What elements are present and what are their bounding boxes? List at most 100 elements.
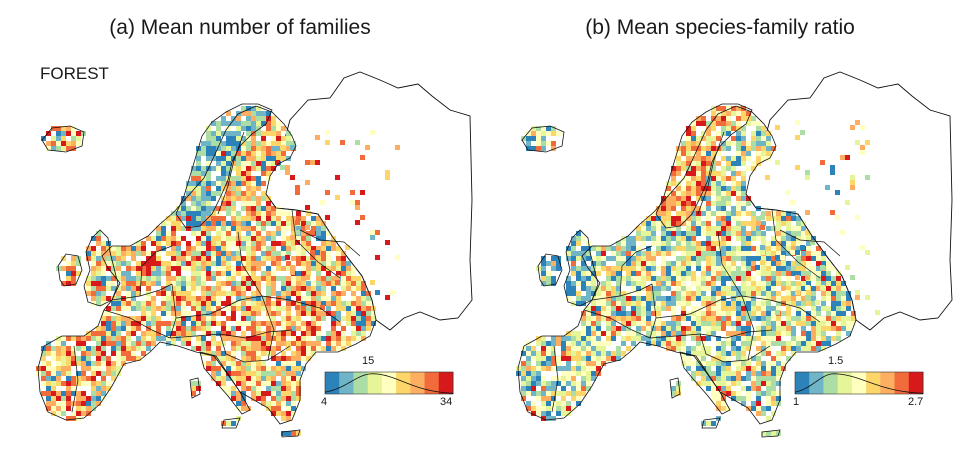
grid-cell [656,221,661,226]
grid-cell [341,251,346,256]
grid-cell [146,256,151,261]
grid-cell [741,156,746,161]
grid-cell [226,336,231,341]
grid-cell [546,406,551,411]
grid-cell [226,386,231,391]
grid-cell [316,306,321,311]
grid-cell [121,261,126,266]
grid-cell [266,331,271,336]
grid-cell [616,281,621,286]
grid-cell [151,316,156,321]
grid-cell [820,160,825,165]
grid-cell [766,361,771,366]
grid-cell [806,246,811,251]
grid-cell [721,356,726,361]
grid-cell [146,306,151,311]
grid-cell [246,321,251,326]
grid-cell [841,291,846,296]
grid-cell [671,276,676,281]
grid-cell [256,161,261,166]
grid-cell [181,211,186,216]
grid-cell [311,281,316,286]
grid-cell [96,401,101,406]
grid-cell [601,351,606,356]
grid-cell [791,216,796,221]
grid-cell [191,166,196,171]
grid-cell [306,341,311,346]
grid-cell [221,116,226,121]
grid-cell [301,306,306,311]
grid-cell [756,246,761,251]
grid-cell [61,336,66,341]
grid-cell [746,261,751,266]
grid-cell [716,121,721,126]
grid-cell [315,135,320,140]
grid-cell [771,381,776,386]
grid-cell [356,326,361,331]
grid-cell [116,296,121,301]
grid-cell [696,311,701,316]
grid-cell [146,316,151,321]
grid-cell [526,131,531,136]
grid-cell [281,331,286,336]
grid-cell [101,361,106,366]
grid-cell [751,146,756,151]
grid-cell [231,366,236,371]
grid-cell [786,216,791,221]
grid-cell [711,251,716,256]
grid-cell [661,251,666,256]
grid-cell [576,366,581,371]
grid-cell [191,211,196,216]
grid-cell [656,226,661,231]
grid-cell [761,276,766,281]
grid-cell [276,306,281,311]
grid-cell [646,251,651,256]
grid-cell [221,156,226,161]
grid-cell [781,266,786,271]
grid-cell [641,311,646,316]
grid-cell [571,256,576,261]
grid-cell [186,311,191,316]
grid-cell [226,236,231,241]
grid-cell [351,316,356,321]
grid-cell [741,326,746,331]
legend-min-b: 1 [793,396,800,408]
grid-cell [801,306,806,311]
grid-cell [266,176,271,181]
grid-cell [661,201,666,206]
grid-cell [771,286,776,291]
grid-cell [726,266,731,271]
grid-cell [780,255,785,260]
grid-cell [531,371,536,376]
grid-cell [701,161,706,166]
grid-cell [656,286,661,291]
grid-cell [91,276,96,281]
grid-cell [351,301,356,306]
grid-cell [241,401,246,406]
grid-cell [701,301,706,306]
grid-cell [291,141,296,146]
grid-cell [776,241,781,246]
grid-cell [295,240,300,245]
grid-cell [226,361,231,366]
grid-cell [291,361,296,366]
grid-cell [201,196,206,201]
grid-cell [736,256,741,261]
grid-cell [566,276,571,281]
grid-cell [111,321,116,326]
grid-cell [320,305,325,310]
grid-cell [616,296,621,301]
grid-cell [186,341,191,346]
grid-cell [836,311,841,316]
grid-cell [566,381,571,386]
grid-cell [820,285,825,290]
grid-cell [781,321,786,326]
grid-cell [761,221,766,226]
grid-cell [326,276,331,281]
grid-cell [791,331,796,336]
grid-cell [246,336,251,341]
grid-cell [786,286,791,291]
country-border [717,231,821,323]
grid-cell [181,286,186,291]
grid-cell [291,256,296,261]
